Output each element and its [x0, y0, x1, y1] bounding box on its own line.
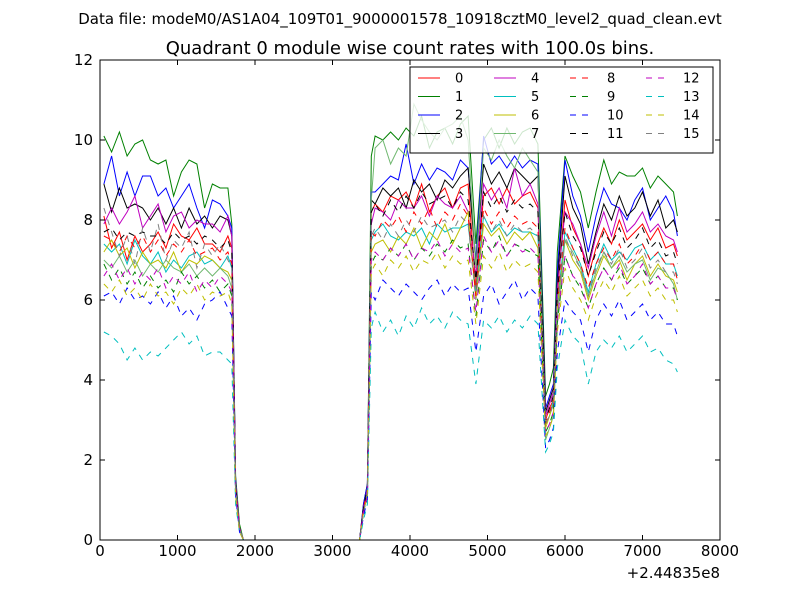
x-tick-label: 6000	[546, 542, 584, 560]
y-tick-label: 0	[83, 531, 93, 549]
plot-frame	[99, 59, 721, 541]
x-tick-label: 8000	[701, 542, 739, 560]
series-line-8	[103, 202, 678, 540]
legend-label-9: 9	[607, 90, 615, 105]
y-tick-label: 2	[83, 451, 93, 469]
legend-label-12: 12	[683, 72, 700, 87]
x-tick-label: 4000	[391, 542, 429, 560]
series-line-13	[103, 306, 678, 540]
x-tick-label: 5000	[468, 542, 506, 560]
legend-label-6: 6	[531, 109, 539, 124]
legend-label-1: 1	[455, 90, 463, 105]
y-tick-label: 4	[83, 371, 93, 389]
legend-label-2: 2	[455, 109, 463, 124]
figure-suptitle: Data file: modeM0/AS1A04_109T01_90000015…	[78, 10, 722, 29]
x-tick-label: 2000	[236, 542, 274, 560]
legend-label-5: 5	[531, 90, 539, 105]
legend-label-4: 4	[531, 72, 539, 87]
x-offset-label: +2.44835e8	[627, 564, 720, 582]
y-tick-labels: 0 2 4 6 8 10 12	[74, 51, 93, 549]
x-tick-label: 0	[95, 542, 105, 560]
y-tick-label: 12	[74, 51, 93, 69]
series-line-2	[103, 135, 678, 540]
legend-label-14: 14	[683, 109, 700, 124]
y-tick-label: 10	[74, 131, 93, 149]
legend-label-3: 3	[455, 127, 463, 142]
y-tick-label: 6	[83, 291, 93, 309]
x-tick-label: 7000	[623, 542, 661, 560]
legend-label-15: 15	[683, 127, 700, 142]
series-line-4	[103, 167, 678, 540]
x-tick-label: 1000	[158, 542, 196, 560]
series-line-11	[103, 190, 678, 540]
legend-label-8: 8	[607, 72, 615, 87]
series-line-9	[103, 234, 678, 540]
legend-label-7: 7	[531, 127, 539, 142]
y-tick-label: 8	[83, 211, 93, 229]
x-tick-labels: 0 1000 2000 3000 4000 5000 6000 7000 8000	[95, 542, 739, 560]
series-line-5	[103, 214, 678, 540]
series-line-3	[103, 163, 678, 540]
legend-label-13: 13	[683, 90, 700, 105]
legend-label-11: 11	[607, 127, 624, 142]
legend-box	[409, 66, 714, 154]
legend-label-0: 0	[455, 72, 463, 87]
x-tick-label: 3000	[313, 542, 351, 560]
chart-title: Quadrant 0 module wise count rates with …	[166, 38, 655, 59]
series-line-15	[103, 207, 678, 540]
legend-label-10: 10	[607, 109, 624, 124]
